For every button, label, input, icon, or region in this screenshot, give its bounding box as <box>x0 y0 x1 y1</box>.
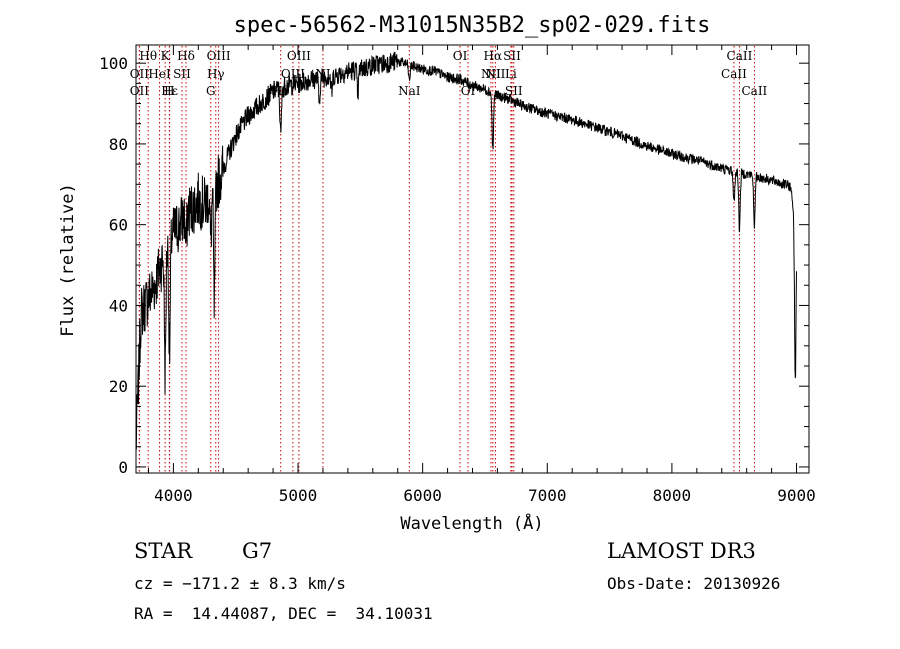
y-tick-label: 20 <box>109 377 128 396</box>
line-marker-label: NII <box>481 67 501 81</box>
x-tick-label: 9000 <box>777 486 816 505</box>
line-marker-label: OII <box>130 84 150 98</box>
y-axis-label: Flux (relative) <box>58 183 78 337</box>
line-marker-label: Hγ <box>207 67 225 81</box>
x-tick-label: 8000 <box>653 486 692 505</box>
redshift-text: cz = −171.2 ± 8.3 km/s <box>134 574 346 593</box>
line-marker-label: G <box>206 84 216 98</box>
line-marker-label: Li <box>505 67 517 81</box>
line-marker-label: CaII <box>721 67 747 81</box>
line-marker-label: Hε <box>161 84 178 98</box>
x-axis-label: Wavelength (Å) <box>400 512 543 534</box>
line-marker-label: Hθ <box>139 49 157 63</box>
y-tick-label: 100 <box>99 54 128 73</box>
line-marker-label: K <box>161 49 171 63</box>
chart-title: spec-56562-M31015N35B2_sp02-029.fits <box>234 13 711 38</box>
plot-frame <box>135 44 810 474</box>
line-marker-label: HeI <box>148 67 171 81</box>
line-marker-label: Hδ <box>177 49 195 63</box>
line-marker-label: OIII <box>207 49 231 63</box>
x-tick-label: 4000 <box>154 486 193 505</box>
survey-name: LAMOST DR3 <box>607 539 756 563</box>
line-marker-label: NII <box>485 67 505 81</box>
line-markers <box>138 46 755 472</box>
x-tick-label: 6000 <box>403 486 442 505</box>
y-tick-label: 60 <box>109 216 128 235</box>
coordinates: RA = 14.44087, DEC = 34.10031 <box>134 604 433 623</box>
line-marker-label: Hα <box>484 49 503 63</box>
line-marker-label: OI <box>461 84 476 98</box>
line-marker-label: OII <box>130 67 150 81</box>
y-axis-ticks: 0 20 40 60 80 100 <box>99 54 809 477</box>
spectrum-line <box>135 51 797 450</box>
y-tick-label: 40 <box>109 296 128 315</box>
line-marker-label: OI <box>453 49 468 63</box>
object-class: STAR <box>134 539 193 563</box>
line-marker-label: CaII <box>727 49 753 63</box>
object-subclass: G7 <box>242 539 273 563</box>
x-tick-label: 5000 <box>279 486 318 505</box>
line-marker-label: CaII <box>741 84 767 98</box>
x-axis-ticks: 4000 5000 6000 7000 8000 9000 <box>147 45 816 505</box>
y-tick-label: 80 <box>109 135 128 154</box>
line-marker-label: SII <box>503 49 521 63</box>
line-marker-label: SII <box>173 67 191 81</box>
line-marker-label: OIII <box>287 49 311 63</box>
line-marker-label: NaI <box>398 84 421 98</box>
line-marker-label: H <box>164 84 174 98</box>
y-tick-label: 0 <box>118 458 128 477</box>
x-tick-label: 7000 <box>528 486 567 505</box>
obs-date: Obs-Date: 20130926 <box>607 574 781 593</box>
